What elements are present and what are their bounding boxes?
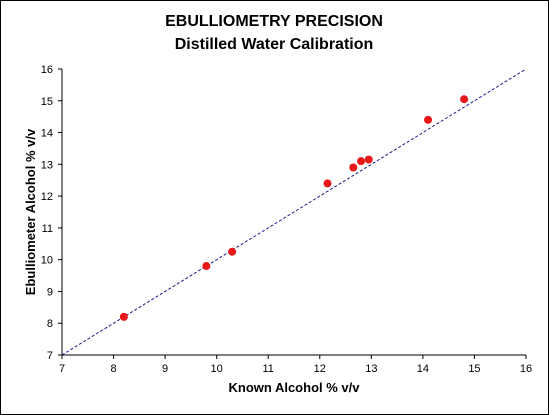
x-tick-label: 12 bbox=[314, 363, 326, 375]
data-point bbox=[349, 163, 358, 172]
plot-area bbox=[61, 69, 526, 356]
y-tick-label: 8 bbox=[47, 318, 53, 330]
x-tick-label: 7 bbox=[59, 363, 65, 375]
x-tick-label: 10 bbox=[211, 363, 223, 375]
data-point bbox=[364, 155, 373, 164]
x-tick-label: 8 bbox=[110, 363, 116, 375]
data-point bbox=[424, 115, 433, 124]
y-tick-label: 14 bbox=[41, 128, 53, 140]
y-axis-ticks: 7 8 9 10 11 12 13 14 15 16 bbox=[41, 64, 62, 362]
data-points-layer bbox=[119, 95, 469, 321]
y-tick-label: 16 bbox=[41, 64, 53, 76]
y-axis-title: Ebulliometer Alcohol % v/v bbox=[23, 128, 38, 295]
data-point bbox=[323, 179, 332, 188]
y-tick-label: 12 bbox=[41, 191, 53, 203]
chart-title: EBULLIOMETRY PRECISION bbox=[165, 13, 383, 30]
data-point bbox=[460, 95, 469, 104]
y-tick-label: 9 bbox=[47, 286, 53, 298]
x-tick-label: 15 bbox=[468, 363, 480, 375]
data-point bbox=[357, 157, 366, 166]
y-tick-label: 10 bbox=[41, 255, 53, 267]
y-tick-label: 7 bbox=[47, 350, 53, 362]
data-point bbox=[228, 247, 237, 256]
x-tick-label: 14 bbox=[417, 363, 429, 375]
y-tick-label: 11 bbox=[42, 223, 53, 235]
chart-subtitle: Distilled Water Calibration bbox=[175, 36, 374, 53]
data-point bbox=[119, 312, 128, 321]
data-point bbox=[202, 262, 211, 271]
x-axis-ticks: 7 8 9 10 11 12 13 14 15 16 bbox=[59, 355, 532, 375]
x-axis-title: Known Alcohol % v/v bbox=[229, 380, 361, 395]
identity-reference-line bbox=[61, 68, 527, 356]
x-tick-label: 13 bbox=[365, 363, 377, 375]
x-tick-label: 9 bbox=[162, 363, 168, 375]
x-tick-label: 16 bbox=[520, 363, 532, 375]
reference-line-layer bbox=[61, 68, 527, 356]
y-tick-label: 15 bbox=[41, 96, 53, 108]
y-tick-label: 13 bbox=[41, 159, 53, 171]
x-tick-label: 11 bbox=[263, 363, 274, 375]
